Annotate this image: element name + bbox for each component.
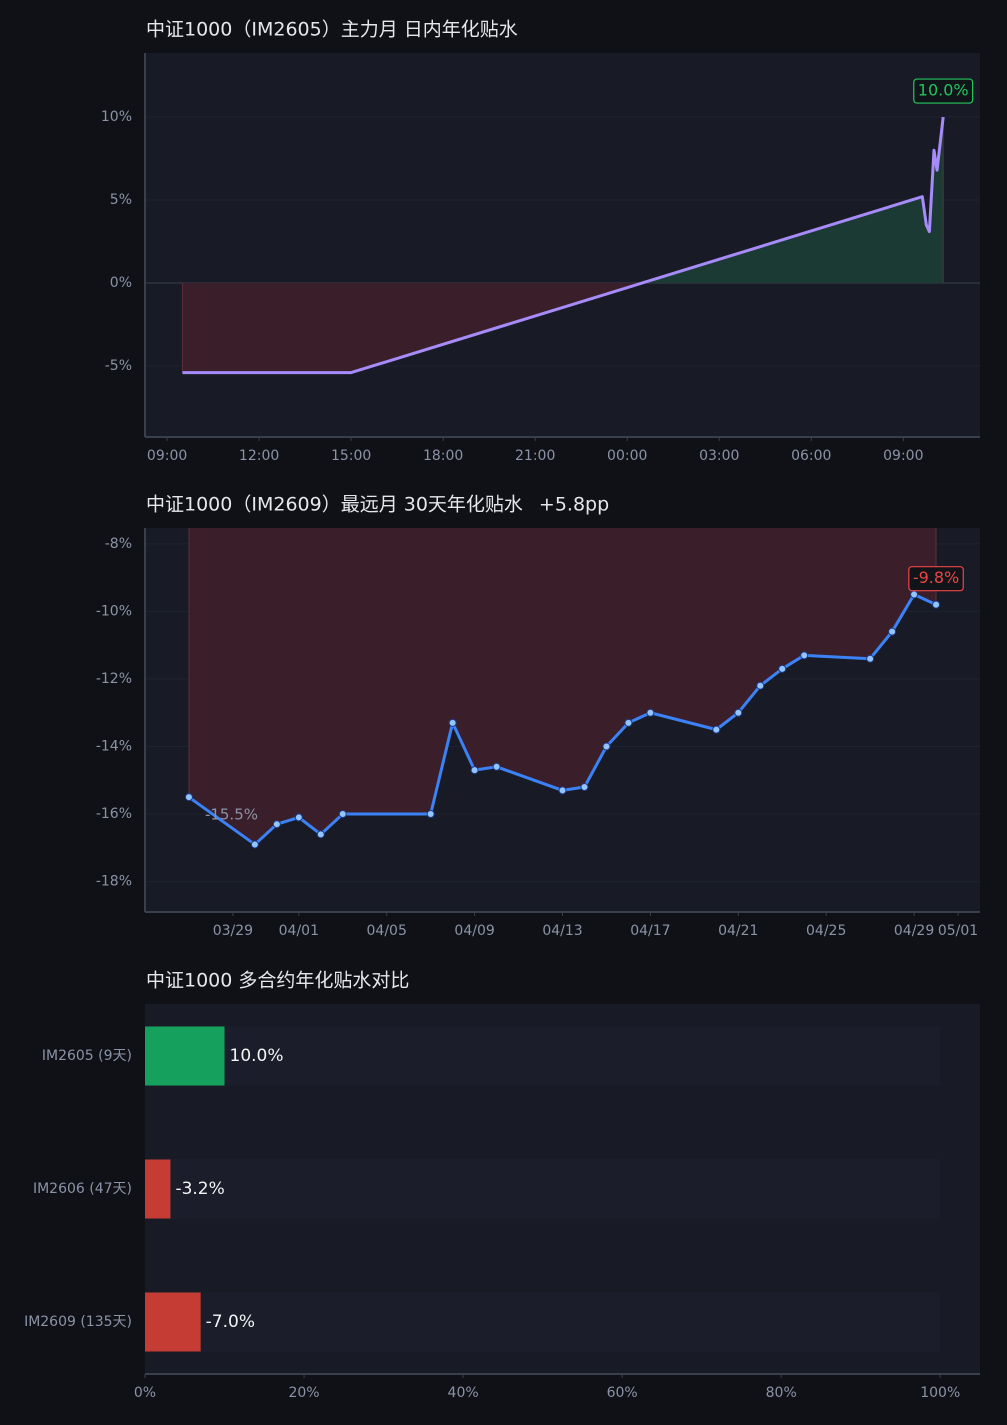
bar: [145, 1026, 225, 1086]
point: [800, 651, 809, 660]
chart-title: 中证1000 多合约年化贴水对比: [146, 970, 409, 992]
x-tick-label: 09:00: [883, 448, 923, 464]
bar: [145, 1159, 171, 1219]
value-label: 10.0%: [230, 1046, 284, 1066]
point: [250, 840, 259, 849]
x-tick-label: 18:00: [423, 448, 463, 464]
point: [624, 718, 633, 727]
x-tick-label: 12:00: [239, 448, 279, 464]
x-tick-label: 04/21: [718, 923, 758, 939]
x-tick-label: 04/13: [542, 923, 582, 939]
x-tick-label: 15:00: [331, 448, 371, 464]
x-tick-label: 03:00: [699, 448, 739, 464]
x-tick-label: 04/09: [454, 923, 494, 939]
x-tick-label: 05/01: [938, 923, 978, 939]
value-label: -15.5%: [205, 806, 258, 824]
point: [932, 600, 941, 609]
chart-title: 中证1000（IM2605）主力月 日内年化贴水: [146, 19, 518, 41]
point: [184, 793, 193, 802]
point: [448, 718, 457, 727]
y-tick-label: -12%: [96, 671, 132, 687]
x-tick-label: 20%: [288, 1385, 319, 1401]
y-tick-label: -18%: [96, 874, 132, 890]
x-tick-label: 06:00: [791, 448, 831, 464]
point: [316, 830, 325, 839]
x-tick-label: 21:00: [515, 448, 555, 464]
point: [470, 766, 479, 775]
point: [756, 681, 765, 690]
row-stripe: [145, 1026, 941, 1086]
x-tick-label: 0%: [134, 1385, 156, 1401]
y-tick-label: IM2605 (9天): [42, 1048, 132, 1064]
point: [602, 742, 611, 751]
point: [734, 708, 743, 717]
chart-title: 中证1000（IM2609）最远月 30天年化贴水: [146, 494, 523, 516]
y-tick-label: 5%: [110, 192, 132, 208]
x-tick-label: 40%: [448, 1385, 479, 1401]
area-negative: [182, 283, 944, 373]
y-tick-label: -8%: [105, 536, 132, 552]
point: [712, 725, 721, 734]
chart-subtitle: +5.8pp: [539, 494, 609, 516]
y-tick-label: -14%: [96, 739, 132, 755]
point: [888, 627, 897, 636]
line: [182, 116, 945, 375]
point: [272, 820, 281, 829]
point: [778, 664, 787, 673]
x-tick-label: 60%: [607, 1385, 638, 1401]
x-tick-label: 09:00: [147, 448, 187, 464]
x-tick-label: 04/05: [367, 923, 407, 939]
x-tick-label: 03/29: [213, 923, 253, 939]
y-tick-label: IM2606 (47天): [33, 1181, 132, 1197]
row-stripe: [145, 1159, 941, 1219]
point: [866, 654, 875, 663]
point: [294, 813, 303, 822]
y-tick-label: -5%: [105, 358, 132, 374]
point: [558, 786, 567, 795]
area-negative: [188, 528, 937, 845]
point: [646, 708, 655, 717]
value-label-box: [908, 566, 964, 592]
x-tick-label: 100%: [920, 1385, 960, 1401]
y-tick-label: -16%: [96, 806, 132, 822]
value-label: -3.2%: [175, 1179, 224, 1199]
area-positive: [642, 117, 944, 284]
y-tick-label: -10%: [96, 603, 132, 619]
x-tick-label: 04/29: [894, 923, 934, 939]
point: [580, 783, 589, 792]
point: [910, 590, 919, 599]
x-tick-label: 04/17: [630, 923, 670, 939]
point: [426, 810, 435, 819]
y-tick-label: IM2609 (135天): [24, 1314, 132, 1330]
point: [492, 762, 501, 771]
x-tick-label: 04/25: [806, 923, 846, 939]
point: [338, 810, 347, 819]
x-tick-label: 00:00: [607, 448, 647, 464]
y-tick-label: 0%: [110, 275, 132, 291]
line: [188, 593, 937, 846]
bar: [145, 1292, 201, 1352]
value-label: -9.8%: [913, 568, 959, 587]
value-label: -7.0%: [206, 1312, 255, 1332]
value-label: 10.0%: [918, 81, 969, 100]
value-label-box: [913, 78, 974, 104]
x-tick-label: 80%: [766, 1385, 797, 1401]
y-tick-label: 10%: [101, 109, 132, 125]
row-stripe: [145, 1292, 941, 1352]
x-tick-label: 04/01: [279, 923, 319, 939]
